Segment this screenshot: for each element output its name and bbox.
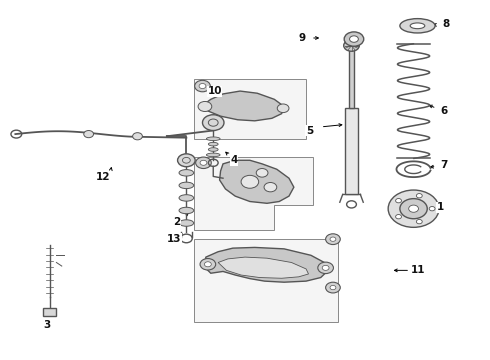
Circle shape [198, 102, 212, 112]
Ellipse shape [179, 170, 194, 176]
Circle shape [200, 258, 216, 270]
Text: 5: 5 [306, 126, 313, 135]
Circle shape [409, 205, 418, 212]
Circle shape [344, 32, 364, 46]
Circle shape [416, 220, 422, 224]
Circle shape [200, 160, 207, 165]
Text: 10: 10 [207, 86, 222, 96]
Circle shape [395, 198, 401, 203]
Circle shape [204, 262, 211, 267]
Ellipse shape [400, 19, 435, 33]
Polygon shape [220, 160, 294, 203]
Circle shape [241, 175, 259, 188]
Ellipse shape [208, 148, 218, 151]
Circle shape [395, 215, 401, 219]
Bar [348, 45, 354, 108]
Circle shape [322, 265, 329, 270]
Ellipse shape [179, 220, 194, 226]
Polygon shape [194, 157, 314, 230]
Text: 8: 8 [442, 19, 450, 30]
Text: 4: 4 [231, 155, 238, 165]
Circle shape [343, 40, 359, 51]
Circle shape [400, 199, 427, 219]
Text: 3: 3 [44, 320, 51, 330]
Polygon shape [218, 257, 309, 278]
Circle shape [326, 234, 340, 244]
Ellipse shape [206, 137, 220, 140]
Text: 9: 9 [298, 33, 306, 43]
Circle shape [326, 282, 340, 293]
Circle shape [349, 36, 358, 42]
Circle shape [330, 285, 336, 290]
Text: 6: 6 [441, 106, 448, 116]
Polygon shape [202, 91, 284, 121]
Circle shape [133, 133, 143, 140]
Text: 11: 11 [411, 265, 426, 275]
Ellipse shape [179, 195, 194, 201]
Circle shape [264, 183, 277, 192]
Text: 13: 13 [167, 234, 181, 244]
Text: 7: 7 [441, 160, 448, 170]
Circle shape [256, 168, 268, 177]
Polygon shape [203, 247, 327, 282]
Ellipse shape [206, 153, 220, 157]
Ellipse shape [179, 182, 194, 189]
Ellipse shape [208, 142, 218, 146]
Ellipse shape [410, 23, 425, 29]
Circle shape [177, 154, 195, 167]
Circle shape [429, 207, 435, 211]
Circle shape [318, 262, 333, 274]
Circle shape [416, 194, 422, 198]
Circle shape [330, 237, 336, 241]
Circle shape [84, 131, 94, 138]
Circle shape [199, 84, 206, 89]
Ellipse shape [179, 207, 194, 214]
Circle shape [277, 104, 289, 113]
Circle shape [196, 157, 211, 168]
Circle shape [202, 115, 224, 131]
Text: 12: 12 [96, 172, 111, 182]
Text: 1: 1 [437, 202, 444, 212]
Text: 2: 2 [173, 217, 180, 226]
Bar [43, 308, 56, 316]
Circle shape [195, 80, 210, 92]
Bar [194, 78, 306, 139]
Bar [194, 239, 338, 321]
Circle shape [388, 190, 439, 227]
Bar [344, 108, 358, 194]
